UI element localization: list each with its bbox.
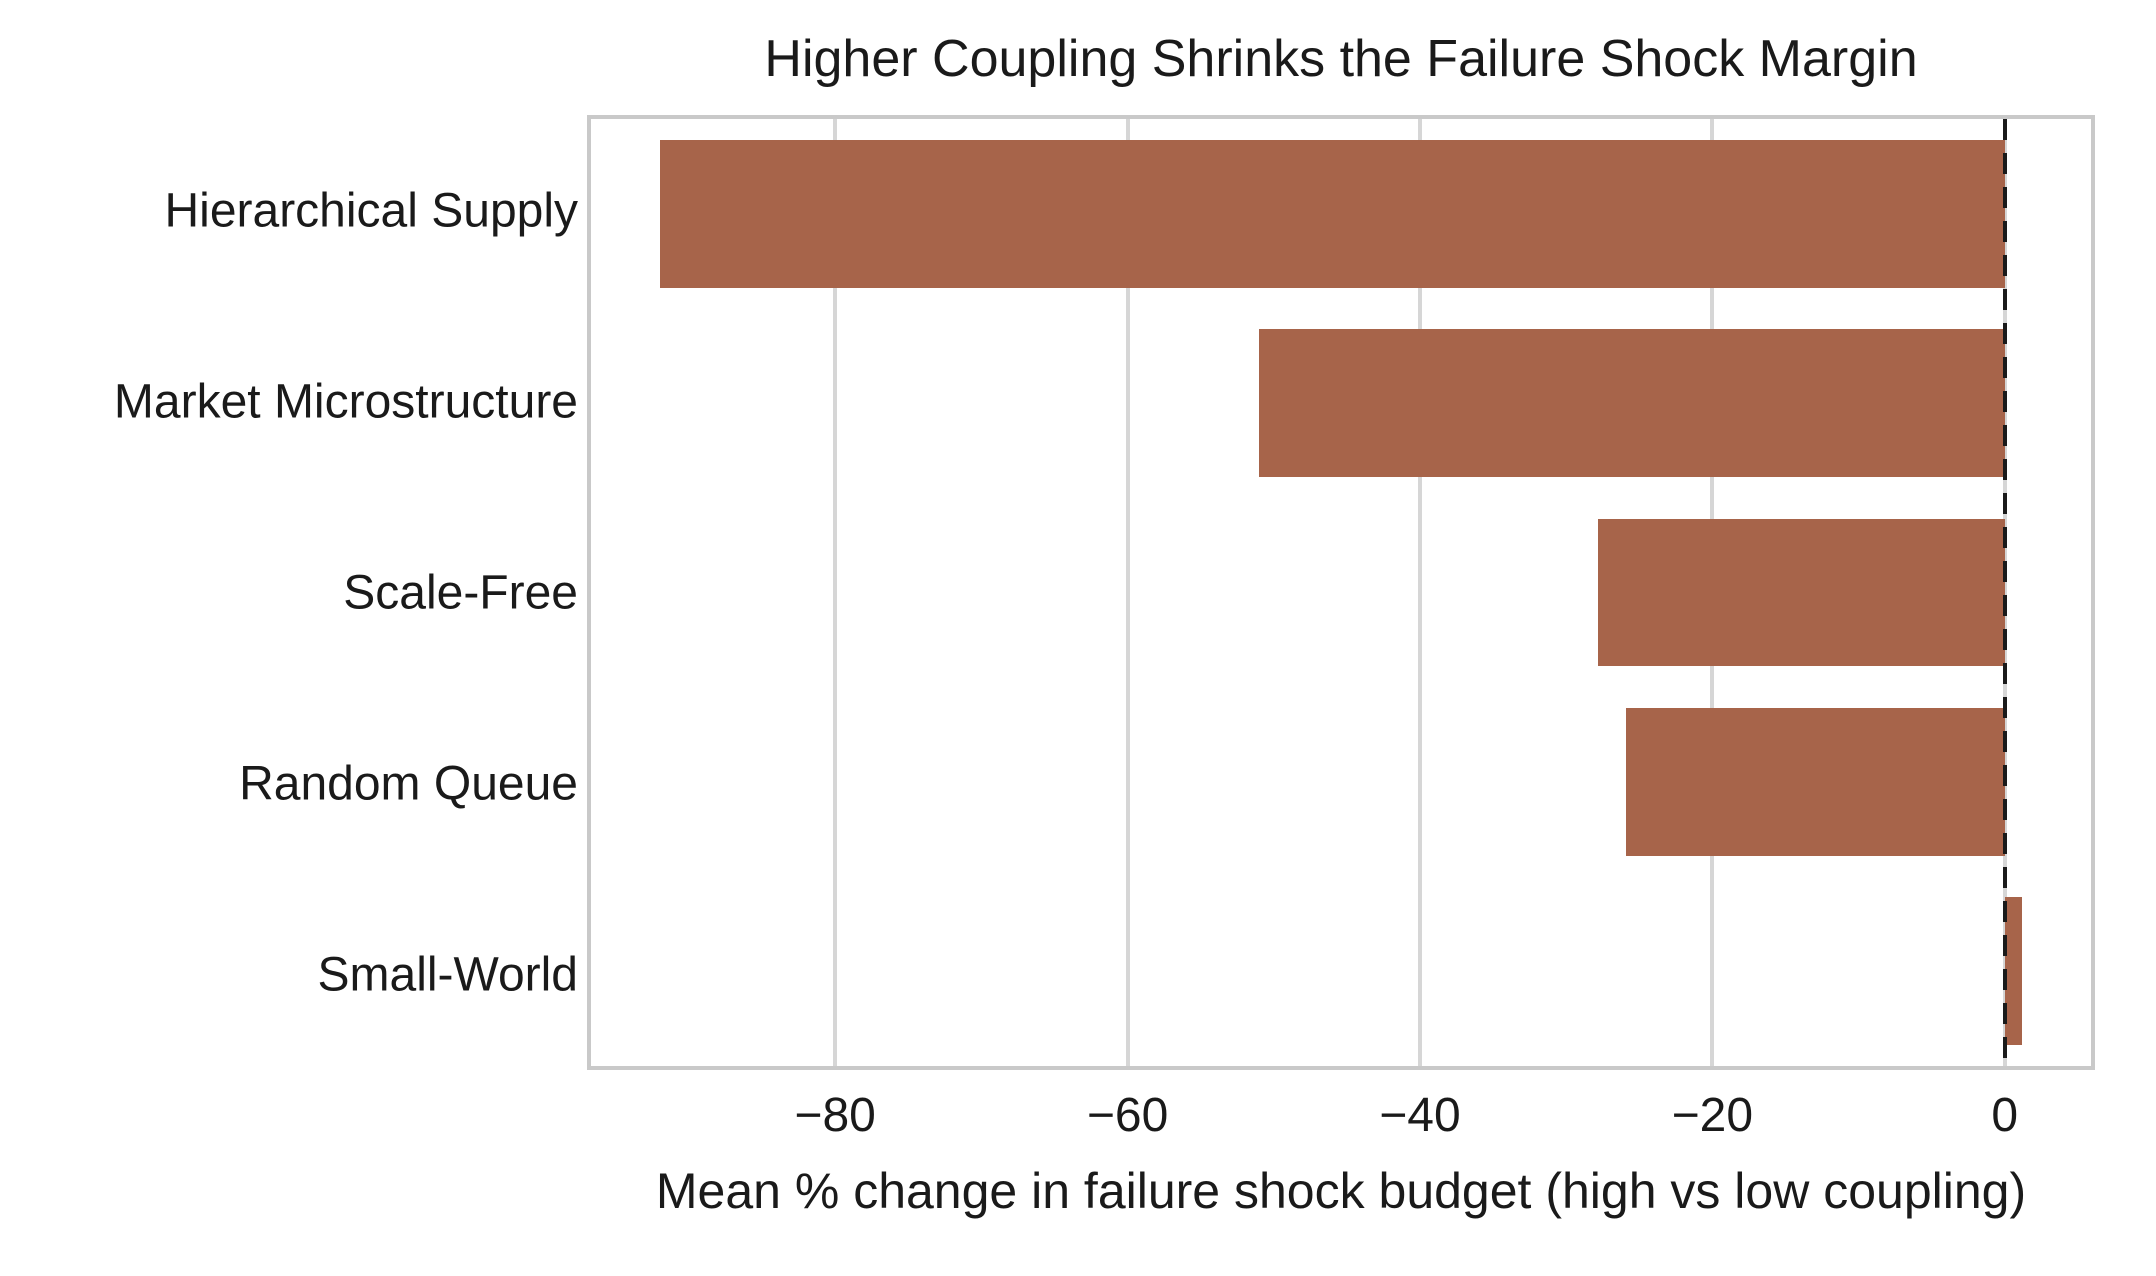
bar-scale-free	[1598, 518, 2005, 667]
x-tick-label--80: −80	[794, 1089, 876, 1142]
y-tick-label-random-queue: Random Queue	[239, 757, 578, 810]
bar-small-world	[2004, 897, 2023, 1046]
chart-title: Higher Coupling Shrinks the Failure Shoc…	[764, 30, 1918, 88]
bar-random-queue	[1626, 708, 2005, 856]
x-tick-label--20: −20	[1671, 1089, 1754, 1142]
gridline-x--60	[1125, 119, 1130, 1066]
plot-area	[587, 115, 2095, 1070]
plot-inner	[591, 119, 2091, 1066]
bar-market-microstructure	[1259, 329, 2005, 477]
y-tick-label-small-world: Small-World	[317, 948, 578, 1001]
x-axis-ticks: −80 −60 −40 −20 0	[591, 1088, 2091, 1148]
y-tick-label-hierarchical-supply: Hierarchical Supply	[164, 184, 578, 237]
gridline-x--80	[833, 119, 838, 1066]
zero-reference-line	[2002, 119, 2007, 1066]
y-tick-label-scale-free: Scale-Free	[343, 566, 578, 619]
y-tick-label-market-microstructure: Market Microstructure	[113, 375, 578, 428]
x-tick-label--40: −40	[1379, 1089, 1461, 1142]
x-tick-label-0: 0	[1991, 1089, 2019, 1142]
x-tick-label--60: −60	[1086, 1089, 1169, 1142]
y-axis-labels: Hierarchical Supply Market Microstructure…	[0, 115, 578, 1070]
bar-hierarchical-supply	[659, 139, 2005, 288]
gridline-x--40	[1417, 119, 1422, 1066]
x-axis-label: Mean % change in failure shock budget (h…	[655, 1163, 2027, 1219]
